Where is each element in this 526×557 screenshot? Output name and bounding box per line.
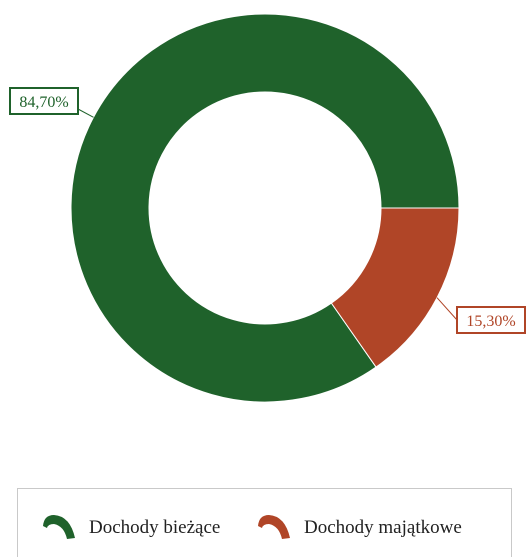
label-leader-line-0 xyxy=(77,108,94,118)
label-leaders xyxy=(77,108,458,321)
legend-item-dochody-biezace[interactable]: Dochody bieżące xyxy=(40,513,220,543)
data-label-box-0 xyxy=(9,87,79,115)
donut-slice-0[interactable] xyxy=(70,13,460,403)
data-labels: 84,70% 15,30% xyxy=(9,87,526,334)
label-leader-line-1 xyxy=(436,297,458,321)
legend-swatch-icon xyxy=(258,515,290,539)
donut-slices xyxy=(70,13,460,403)
legend-item-dochody-majatkowe[interactable]: Dochody majątkowe xyxy=(255,513,462,543)
data-label-0: 84,70% xyxy=(19,94,68,111)
legend-label: Dochody majątkowe xyxy=(304,517,462,538)
legend-swatch-icon xyxy=(43,515,75,539)
legend: Dochody bieżące Dochody majątkowe xyxy=(17,488,512,557)
data-label-1: 15,30% xyxy=(466,313,515,330)
data-label-box-1 xyxy=(456,306,526,334)
donut-chart: 84,70% 15,30% xyxy=(9,13,526,403)
donut-slice-1[interactable] xyxy=(330,207,460,368)
legend-label: Dochody bieżące xyxy=(89,517,221,538)
